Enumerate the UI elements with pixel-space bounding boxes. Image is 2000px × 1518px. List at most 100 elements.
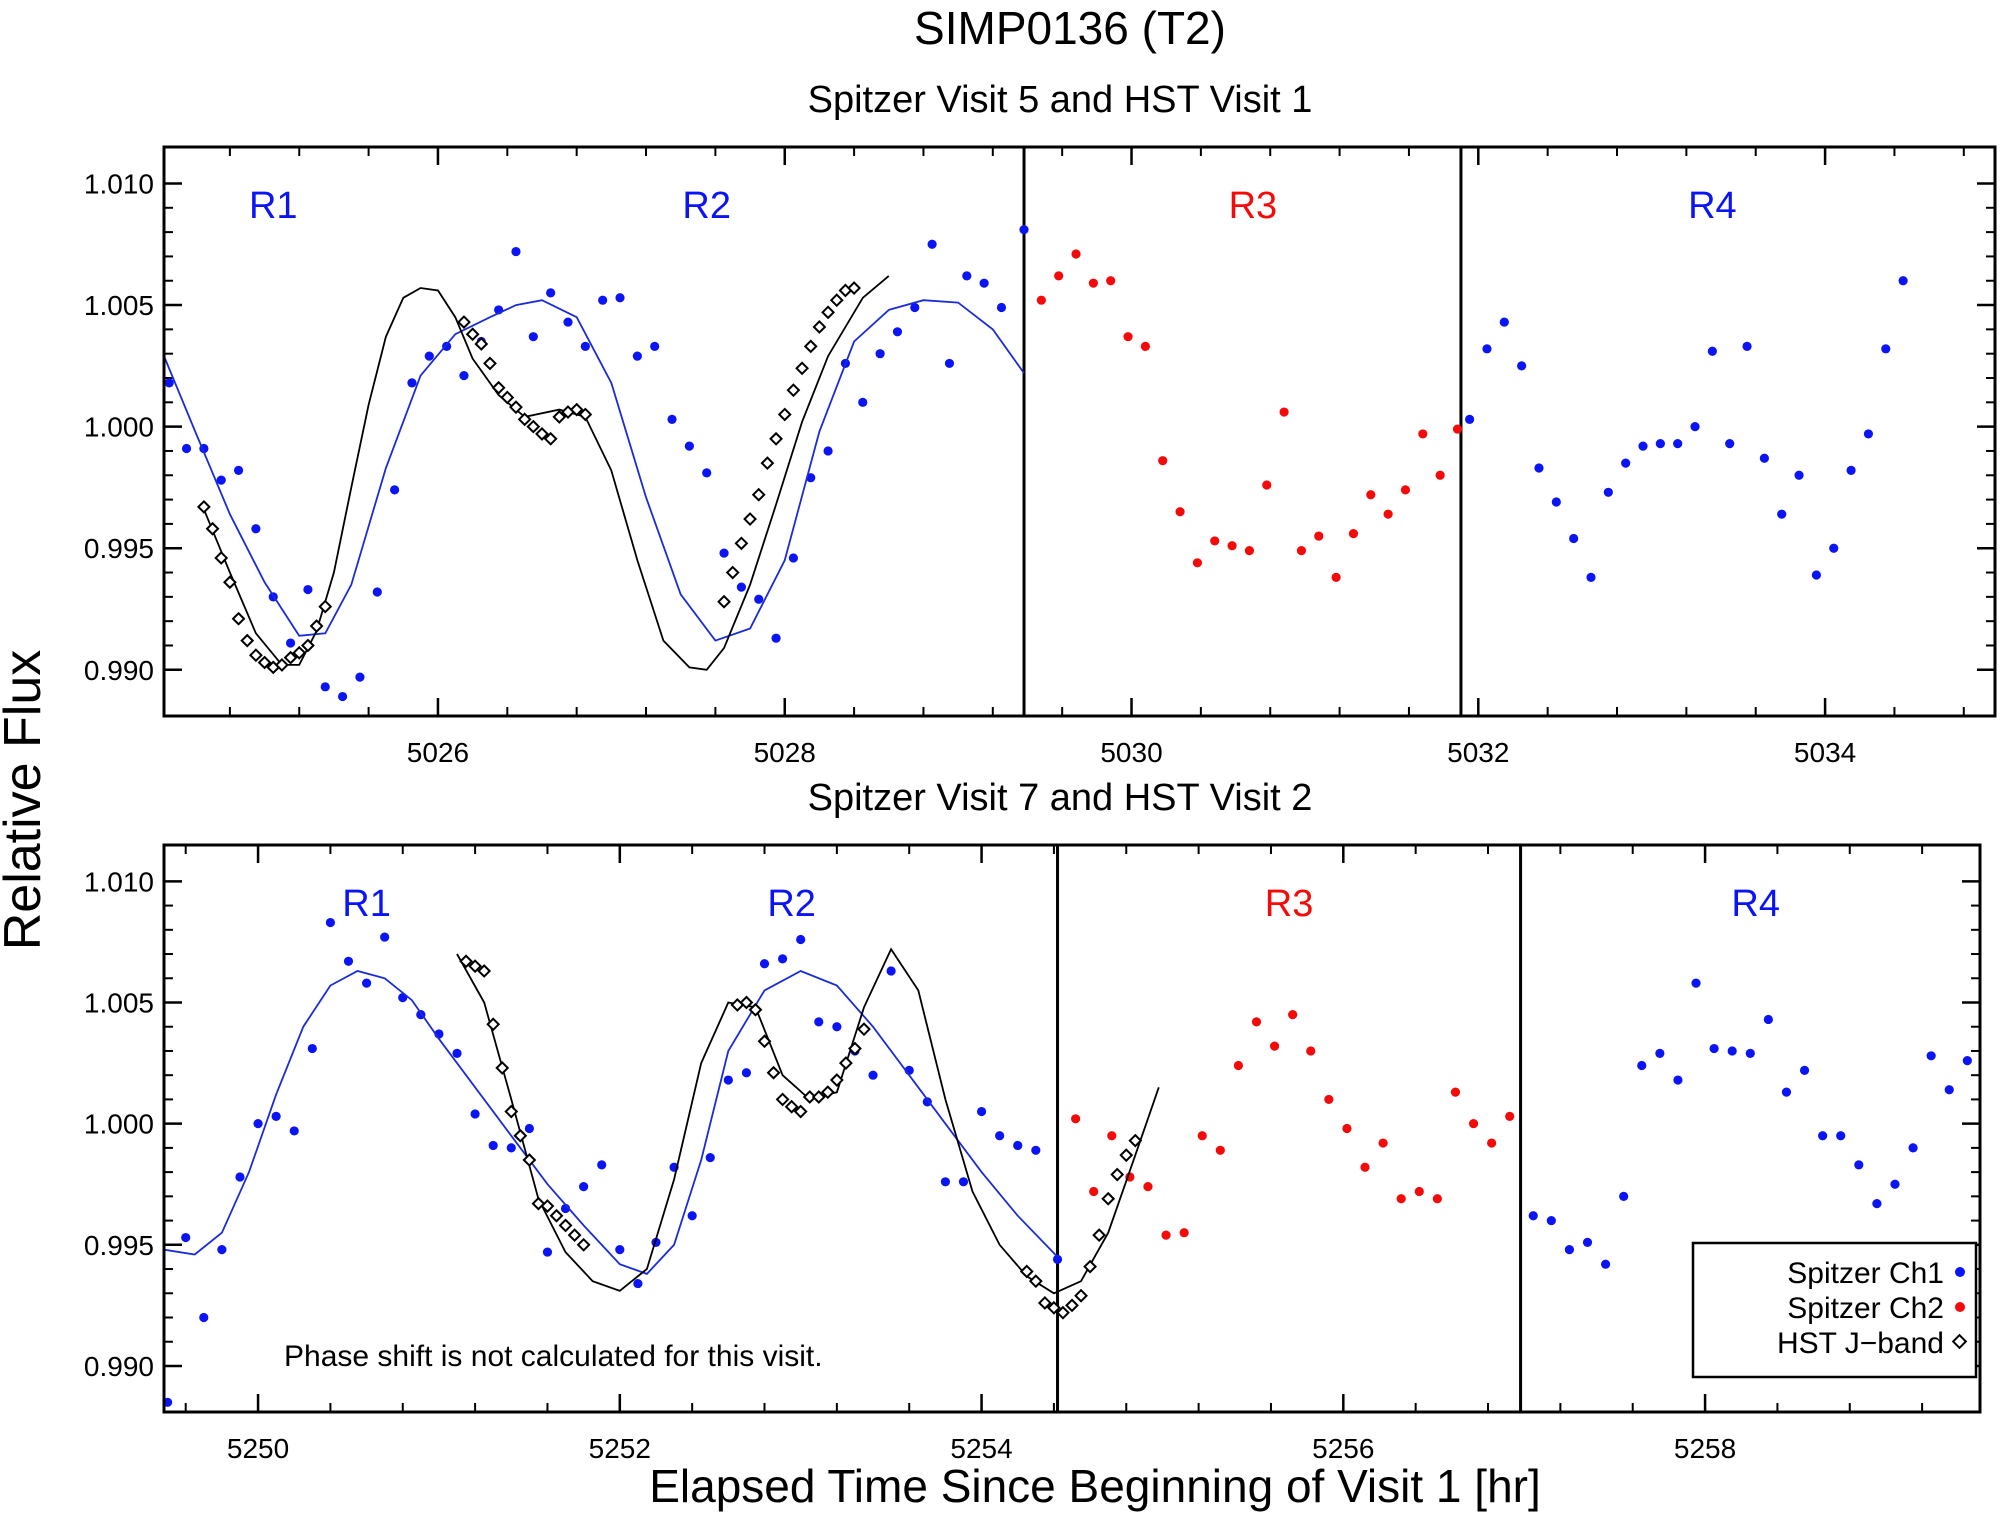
data-point-hst xyxy=(535,427,549,441)
data-point-ch1 xyxy=(996,302,1007,313)
x-tick-label: 5250 xyxy=(227,1433,289,1464)
data-point-ch1 xyxy=(754,594,764,604)
data-point-hst xyxy=(777,407,792,422)
data-point-ch1 xyxy=(1836,1131,1846,1141)
data-point-hst xyxy=(1056,1305,1070,1320)
data-point-hst xyxy=(576,1237,591,1252)
data-point-hst xyxy=(1028,1274,1043,1289)
data-point-ch1 xyxy=(470,1109,480,1119)
data-point-ch2 xyxy=(1348,529,1359,539)
data-point-hst xyxy=(257,655,272,670)
data-point-ch1 xyxy=(910,302,920,313)
data-point-hst xyxy=(1019,1264,1034,1279)
data-point-ch1 xyxy=(1603,487,1613,497)
fit-line xyxy=(164,299,1025,642)
data-point-hst xyxy=(786,383,801,398)
x-axis-label: Elapsed Time Since Beginning of Visit 1 … xyxy=(649,1460,1541,1512)
data-point-ch2 xyxy=(1288,1010,1298,1020)
data-point-ch1 xyxy=(1890,1179,1900,1189)
data-point-ch1 xyxy=(1863,429,1874,439)
data-point-ch1 xyxy=(181,1232,191,1243)
data-point-ch1 xyxy=(1534,463,1544,473)
data-point-ch1 xyxy=(1013,1140,1023,1151)
data-point-hst xyxy=(477,964,492,978)
data-point-ch1 xyxy=(598,295,608,305)
data-point-ch2 xyxy=(1360,1162,1370,1172)
data-point-ch1 xyxy=(1881,344,1891,354)
data-point-ch2 xyxy=(1383,509,1393,519)
data-point-hst xyxy=(857,1022,871,1037)
fit-line xyxy=(456,947,1160,1295)
legend-label-ch1: Spitzer Ch1 xyxy=(1787,1257,1944,1290)
data-point-ch1 xyxy=(1794,470,1804,480)
data-point-ch2 xyxy=(1452,424,1463,434)
data-point-ch1 xyxy=(962,271,972,281)
data-point-ch1 xyxy=(823,446,833,456)
data-point-ch2 xyxy=(1143,1182,1153,1192)
data-point-ch1 xyxy=(759,959,770,969)
data-point-ch1 xyxy=(1528,1211,1538,1221)
legend-marker-ch1 xyxy=(1955,1267,1965,1277)
legend: Spitzer Ch1 Spitzer Ch2 HST J−band xyxy=(1691,1241,1978,1379)
data-point-ch2 xyxy=(1251,1017,1262,1027)
data-point-hst xyxy=(739,995,754,1010)
data-point-hst xyxy=(504,1104,519,1119)
data-point-hst xyxy=(821,305,835,320)
region-label: R1 xyxy=(249,185,298,227)
data-point-ch2 xyxy=(1269,1041,1280,1051)
data-point-ch1 xyxy=(546,288,556,298)
data-point-ch2 xyxy=(1210,536,1220,546)
data-point-hst xyxy=(552,409,567,424)
data-point-ch1 xyxy=(1638,441,1648,451)
data-point-ch1 xyxy=(1742,341,1752,351)
data-point-hst xyxy=(1101,1191,1116,1206)
data-point-ch1 xyxy=(164,378,174,388)
y-tick-label: 1.005 xyxy=(84,988,154,1019)
data-point-ch1 xyxy=(832,1022,842,1032)
panel-note: Phase shift is not calculated for this v… xyxy=(284,1340,823,1373)
data-point-hst xyxy=(743,512,757,526)
data-point-hst xyxy=(240,633,255,648)
plot-area xyxy=(164,225,1908,702)
data-point-hst xyxy=(1046,1300,1061,1315)
data-point-ch1 xyxy=(506,1143,516,1153)
data-point-ch2 xyxy=(1342,1123,1352,1134)
x-tick-label: 5028 xyxy=(754,737,816,768)
data-point-hst xyxy=(769,431,783,446)
data-point-ch1 xyxy=(424,351,434,361)
data-point-ch1 xyxy=(320,682,330,692)
data-point-ch1 xyxy=(1707,346,1717,356)
data-point-ch2 xyxy=(1296,546,1307,556)
data-point-hst xyxy=(558,1218,573,1233)
data-point-hst xyxy=(474,337,489,351)
data-point-ch1 xyxy=(1465,414,1475,424)
data-point-ch1 xyxy=(1818,1131,1828,1141)
data-point-ch1 xyxy=(1846,465,1856,476)
data-point-ch2 xyxy=(1366,490,1376,500)
data-point-ch1 xyxy=(788,553,799,563)
y-tick-label: 0.995 xyxy=(84,533,154,564)
data-point-ch1 xyxy=(684,441,694,451)
data-point-ch2 xyxy=(1487,1138,1497,1148)
data-point-ch1 xyxy=(1052,1254,1063,1264)
data-point-ch1 xyxy=(217,1245,227,1255)
data-point-ch1 xyxy=(372,587,382,597)
data-point-ch1 xyxy=(271,1111,281,1121)
data-point-ch1 xyxy=(650,341,660,351)
data-point-ch2 xyxy=(1036,295,1046,305)
data-point-ch1 xyxy=(687,1211,697,1221)
data-point-ch2 xyxy=(1314,531,1324,541)
data-point-ch1 xyxy=(723,1075,733,1085)
data-point-ch1 xyxy=(875,349,885,359)
data-point-hst xyxy=(457,315,471,329)
data-point-ch1 xyxy=(736,582,746,592)
x-tick-label: 5252 xyxy=(589,1433,651,1464)
data-point-hst xyxy=(795,361,809,376)
data-point-hst xyxy=(283,650,298,665)
subtitle-panel-1: Spitzer Visit 5 and HST Visit 1 xyxy=(808,79,1313,121)
data-point-ch1 xyxy=(892,327,903,337)
data-point-ch1 xyxy=(1962,1056,1972,1066)
data-point-hst xyxy=(468,959,483,974)
data-point-ch1 xyxy=(1655,439,1665,449)
